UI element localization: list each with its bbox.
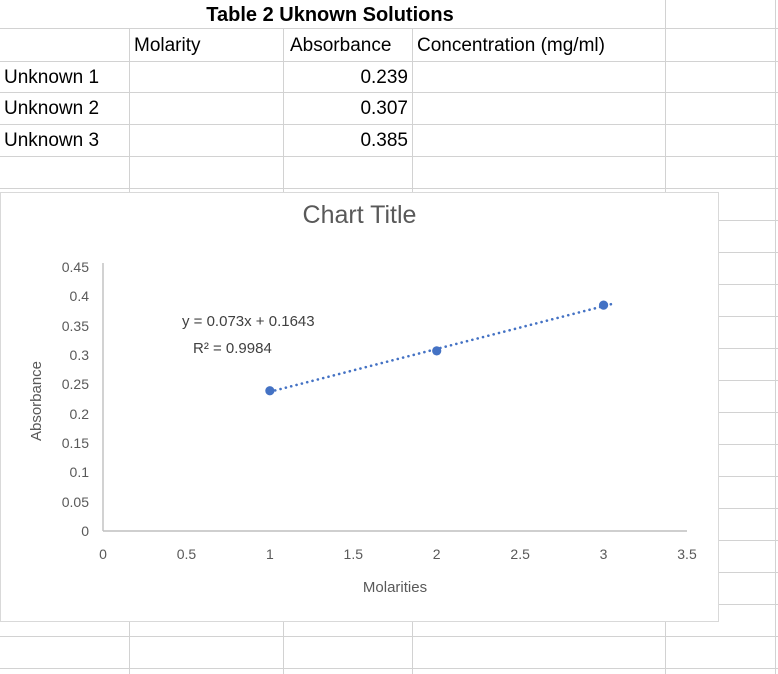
x-axis-title: Molarities [362, 579, 428, 596]
row-label-unknown-2[interactable]: Unknown 2 [4, 98, 100, 119]
trendline-r-squared: R² = 0.9984 [193, 340, 272, 357]
y-tick-label: 0.25 [61, 376, 89, 393]
x-tick-label: 2.5 [510, 546, 530, 562]
column-header-molarity[interactable]: Molarity [134, 35, 201, 56]
absorbance-cell[interactable]: 0.385 [360, 130, 408, 151]
chart-container[interactable]: Chart Title y = 0.073x + 0.1643 R² = 0.9… [0, 192, 719, 622]
y-tick-label: 0.4 [69, 288, 89, 305]
grid-line [0, 156, 778, 157]
trendline-equation: y = 0.073x + 0.1643 [182, 313, 315, 330]
y-tick-label: 0.15 [61, 435, 89, 451]
concentration-cell[interactable] [417, 125, 661, 155]
grid-line [0, 92, 778, 93]
absorbance-cell[interactable]: 0.307 [360, 98, 408, 119]
concentration-cell[interactable] [417, 93, 661, 123]
grid-line [775, 0, 776, 674]
x-tick-label: 1.5 [343, 546, 364, 562]
concentration-cell[interactable] [417, 62, 661, 92]
grid-line [0, 61, 778, 62]
x-tick-label: 0.5 [176, 546, 197, 562]
absorbance-cell[interactable]: 0.239 [360, 67, 408, 88]
table-title-cell[interactable]: Table 2 Uknown Solutions [206, 4, 454, 26]
y-tick-label: 0.45 [61, 259, 89, 275]
x-tick-label: 1 [265, 546, 274, 562]
grid-line [0, 636, 778, 637]
column-header-absorbance[interactable]: Absorbance [290, 35, 392, 56]
y-axis-title: Absorbance [28, 360, 45, 442]
molarity-cell[interactable] [134, 93, 279, 123]
molarity-cell[interactable] [134, 62, 279, 92]
data-point [265, 386, 275, 396]
x-tick-label: 0 [99, 546, 107, 562]
data-point [598, 300, 609, 310]
trendline [268, 301, 617, 394]
y-tick-label: 0.35 [61, 317, 89, 334]
column-header-concentration[interactable]: Concentration (mg/ml) [417, 35, 605, 56]
grid-line [0, 668, 778, 669]
y-tick-label: 0.2 [69, 405, 89, 422]
data-point [432, 346, 442, 356]
x-tick-label: 3.5 [677, 546, 697, 562]
molarity-cell[interactable] [134, 125, 279, 155]
row-label-unknown-1[interactable]: Unknown 1 [4, 67, 100, 88]
y-tick-label: 0.3 [69, 347, 89, 363]
x-tick-label: 2 [432, 546, 441, 562]
grid-line [0, 188, 778, 189]
scatter-plot [102, 263, 687, 532]
grid-line [0, 28, 778, 29]
y-tick-label: 0.1 [69, 464, 89, 481]
x-tick-label: 3 [599, 546, 608, 562]
y-tick-label: 0 [81, 523, 89, 539]
chart-title: Chart Title [302, 201, 417, 229]
y-tick-label: 0.05 [61, 493, 89, 510]
row-label-unknown-3[interactable]: Unknown 3 [4, 130, 100, 151]
grid-line [0, 124, 778, 125]
